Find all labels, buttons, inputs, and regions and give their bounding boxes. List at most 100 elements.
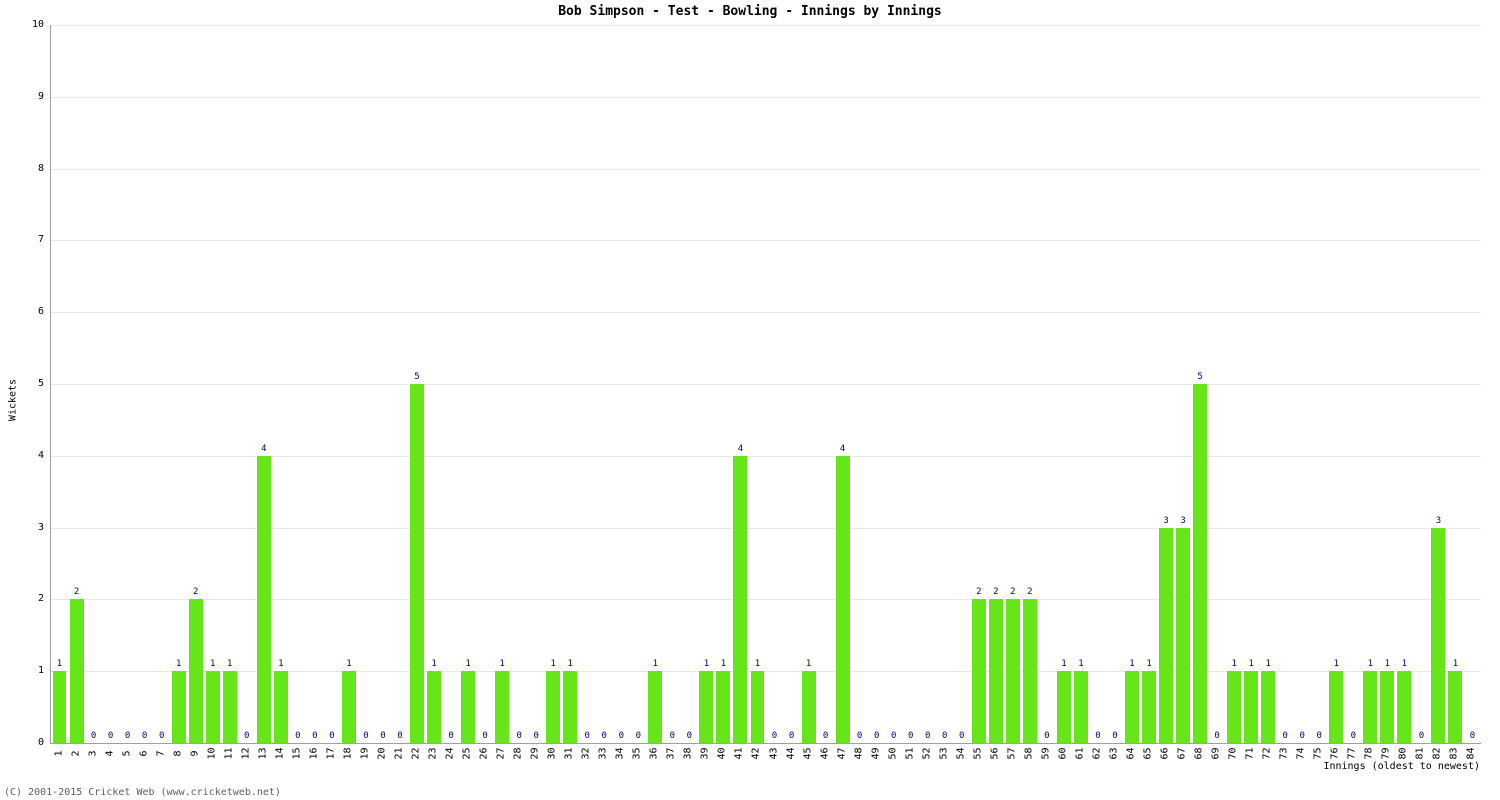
- x-tick-label: 29: [530, 742, 541, 766]
- y-axis-label: Wickets: [8, 379, 19, 421]
- bar-value-label: 0: [1040, 731, 1054, 741]
- bar-value-label: 0: [955, 731, 969, 741]
- y-tick-label: 9: [4, 92, 44, 102]
- bar-value-label: 0: [308, 731, 322, 741]
- bar-value-label: 2: [1006, 587, 1020, 597]
- bar: 5: [410, 384, 424, 743]
- bar-value-label: 0: [904, 731, 918, 741]
- bar: 1: [716, 671, 730, 743]
- x-tick-label: 56: [989, 742, 1000, 766]
- x-tick-label: 53: [938, 742, 949, 766]
- copyright-text: (C) 2001-2015 Cricket Web (www.cricketwe…: [4, 787, 281, 798]
- x-tick-label: 34: [615, 742, 626, 766]
- bar-value-label: 1: [648, 659, 662, 669]
- x-tick-label: 59: [1040, 742, 1051, 766]
- bar: 1: [563, 671, 577, 743]
- bar-value-label: 1: [53, 659, 67, 669]
- bar-value-label: 0: [512, 731, 526, 741]
- bar-value-label: 2: [1023, 587, 1037, 597]
- x-tick-label: 1: [53, 742, 64, 766]
- x-tick-label: 3: [87, 742, 98, 766]
- bar-value-label: 2: [989, 587, 1003, 597]
- x-tick-label: 18: [342, 742, 353, 766]
- x-tick-label: 36: [649, 742, 660, 766]
- bar-value-label: 0: [853, 731, 867, 741]
- bar-value-label: 0: [104, 731, 118, 741]
- bar-value-label: 5: [1193, 372, 1207, 382]
- x-tick-label: 73: [1279, 742, 1290, 766]
- y-tick-label: 6: [4, 307, 44, 317]
- bar-value-label: 0: [376, 731, 390, 741]
- x-tick-label: 69: [1211, 742, 1222, 766]
- bar-value-label: 1: [1244, 659, 1258, 669]
- x-tick-label: 15: [291, 742, 302, 766]
- bar-value-label: 0: [887, 731, 901, 741]
- x-tick-label: 74: [1296, 742, 1307, 766]
- bar-value-label: 1: [274, 659, 288, 669]
- x-tick-label: 22: [411, 742, 422, 766]
- bar-value-label: 1: [716, 659, 730, 669]
- bar-value-label: 0: [138, 731, 152, 741]
- x-tick-label: 28: [513, 742, 524, 766]
- bar-value-label: 0: [1091, 731, 1105, 741]
- bar-value-label: 0: [444, 731, 458, 741]
- bar-value-label: 0: [580, 731, 594, 741]
- bar: 1: [461, 671, 475, 743]
- y-tick-label: 1: [4, 666, 44, 676]
- bar: 1: [1142, 671, 1156, 743]
- y-tick-label: 3: [4, 523, 44, 533]
- bar-value-label: 1: [1397, 659, 1411, 669]
- y-tick-label: 2: [4, 594, 44, 604]
- x-tick-label: 5: [121, 742, 132, 766]
- bar-value-label: 1: [1329, 659, 1343, 669]
- chart-title: Bob Simpson - Test - Bowling - Innings b…: [0, 4, 1500, 19]
- bar-value-label: 1: [1142, 659, 1156, 669]
- bar: 1: [546, 671, 560, 743]
- bar: 2: [972, 599, 986, 743]
- x-tick-label: 24: [445, 742, 456, 766]
- bar-value-label: 1: [495, 659, 509, 669]
- bar-value-label: 0: [819, 731, 833, 741]
- x-tick-label: 37: [666, 742, 677, 766]
- bar-value-label: 2: [189, 587, 203, 597]
- bar: 2: [189, 599, 203, 743]
- x-tick-label: 9: [189, 742, 200, 766]
- bar: 1: [342, 671, 356, 743]
- x-tick-label: 11: [223, 742, 234, 766]
- bar: 4: [257, 456, 271, 743]
- x-tick-label: 44: [785, 742, 796, 766]
- x-tick-label: 21: [393, 742, 404, 766]
- x-tick-label: 35: [632, 742, 643, 766]
- bar: 1: [53, 671, 67, 743]
- x-tick-label: 20: [376, 742, 387, 766]
- bar: 2: [1023, 599, 1037, 743]
- bar-value-label: 1: [1380, 659, 1394, 669]
- y-tick-label: 4: [4, 451, 44, 461]
- bar-value-label: 0: [1312, 731, 1326, 741]
- bar-value-label: 3: [1176, 516, 1190, 526]
- x-tick-label: 47: [836, 742, 847, 766]
- chart-container: Bob Simpson - Test - Bowling - Innings b…: [0, 0, 1500, 800]
- x-tick-label: 45: [802, 742, 813, 766]
- x-tick-label: 46: [819, 742, 830, 766]
- x-tick-label: 39: [700, 742, 711, 766]
- x-tick-label: 70: [1228, 742, 1239, 766]
- x-tick-label: 40: [717, 742, 728, 766]
- x-tick-label: 63: [1108, 742, 1119, 766]
- bar: 3: [1176, 528, 1190, 743]
- x-tick-label: 10: [206, 742, 217, 766]
- bar-value-label: 1: [546, 659, 560, 669]
- bar: 1: [1261, 671, 1275, 743]
- bar-value-label: 0: [614, 731, 628, 741]
- x-tick-label: 49: [870, 742, 881, 766]
- bar-value-label: 1: [802, 659, 816, 669]
- x-tick-label: 16: [308, 742, 319, 766]
- bar-value-label: 0: [682, 731, 696, 741]
- bar: 1: [751, 671, 765, 743]
- bar: 3: [1159, 528, 1173, 743]
- bar-value-label: 0: [155, 731, 169, 741]
- x-axis-label: Innings (oldest to newest): [1323, 761, 1480, 772]
- bar-value-label: 1: [1074, 659, 1088, 669]
- bar-value-label: 1: [223, 659, 237, 669]
- bar-value-label: 3: [1431, 516, 1445, 526]
